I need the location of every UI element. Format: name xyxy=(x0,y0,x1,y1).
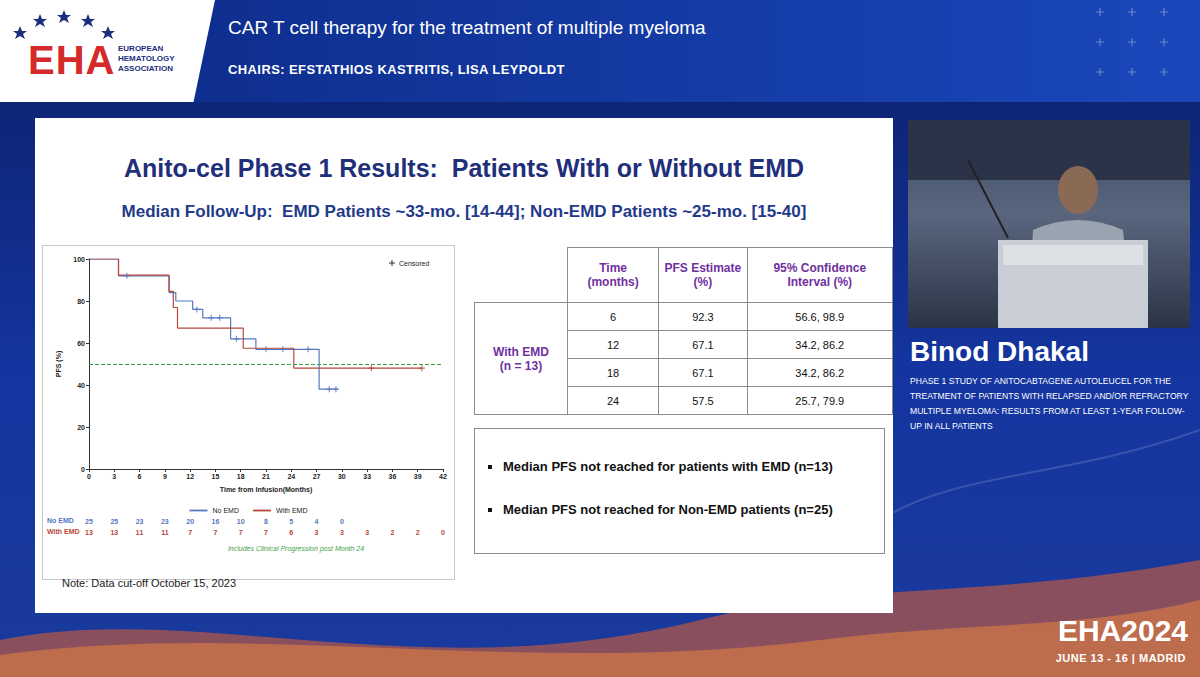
html-text:12: 12 xyxy=(607,338,620,351)
svg-text:7: 7 xyxy=(264,529,268,536)
html-text:92.3: 92.3 xyxy=(692,310,714,323)
html-text:Anito-cel Phase 1 Results: Pat: Anito-cel Phase 1 Results: Patients With… xyxy=(123,154,805,182)
svg-text:0: 0 xyxy=(87,473,91,480)
html-text:34.2, 86.2: 34.2, 86.2 xyxy=(795,366,845,379)
svg-text:3: 3 xyxy=(112,473,116,480)
html-text:Median PFS not reached for pat: Median PFS not reached for patients with… xyxy=(503,459,833,474)
svg-text:7: 7 xyxy=(213,529,217,536)
html-text:57.5: 57.5 xyxy=(692,394,714,407)
html-text:Note: Data cut-off October 15,: Note: Data cut-off October 15, 2023 xyxy=(62,577,237,589)
svg-text:3: 3 xyxy=(365,529,369,536)
svg-text:25: 25 xyxy=(85,518,93,525)
svg-text:6: 6 xyxy=(138,473,142,480)
svg-text:20: 20 xyxy=(77,424,85,431)
svg-text:0: 0 xyxy=(81,466,85,473)
html-text:Median Follow-Up: EMD Patients: Median Follow-Up: EMD Patients ~33-mo. [… xyxy=(121,202,807,221)
svg-text:24: 24 xyxy=(287,473,295,480)
svg-text:39: 39 xyxy=(414,473,422,480)
svg-text:No EMD: No EMD xyxy=(47,517,74,524)
svg-text:4: 4 xyxy=(315,518,319,525)
svg-text:11: 11 xyxy=(161,529,169,536)
svg-text:13: 13 xyxy=(110,529,118,536)
svg-text:0: 0 xyxy=(441,529,445,536)
svg-text:27: 27 xyxy=(313,473,321,480)
html-text:95% Confidence Interval (%): 95% Confidence Interval (%) xyxy=(773,261,867,289)
svg-text:No EMD: No EMD xyxy=(213,507,239,514)
svg-text:11: 11 xyxy=(136,529,144,536)
svg-text:60: 60 xyxy=(77,340,85,347)
svg-text:With EMD: With EMD xyxy=(276,507,308,514)
html-text:Median PFS not reached for Non: Median PFS not reached for Non-EMD patie… xyxy=(503,502,833,517)
svg-text:33: 33 xyxy=(363,473,371,480)
html-text:Binod Dhakal: Binod Dhakal xyxy=(910,336,1089,367)
svg-text:Censored: Censored xyxy=(399,260,429,267)
html-text:CHAIRS: EFSTATHIOS KASTRITIS,: CHAIRS: EFSTATHIOS KASTRITIS, LISA LEYPO… xyxy=(228,62,565,77)
svg-text:5: 5 xyxy=(289,518,293,525)
svg-text:20: 20 xyxy=(186,518,194,525)
html-text:EHA2024: EHA2024 xyxy=(1057,614,1188,647)
html-text:EHA: EHA xyxy=(28,38,116,82)
svg-text:100: 100 xyxy=(73,256,85,263)
svg-text:36: 36 xyxy=(389,473,397,480)
html-text:34.2, 86.2: 34.2, 86.2 xyxy=(795,338,845,351)
svg-text:2: 2 xyxy=(416,529,420,536)
svg-text:7: 7 xyxy=(188,529,192,536)
svg-text:7: 7 xyxy=(239,529,243,536)
svg-text:3: 3 xyxy=(340,529,344,536)
svg-text:13: 13 xyxy=(85,529,93,536)
html-text:JUNE 13 - 16 | MADRID: JUNE 13 - 16 | MADRID xyxy=(1055,652,1186,664)
html-text:EUROPEAN: EUROPEAN xyxy=(118,44,164,53)
svg-text:25: 25 xyxy=(110,518,118,525)
svg-text:PFS (%): PFS (%) xyxy=(55,351,63,377)
html-text:CAR T cell therapy for the tre: CAR T cell therapy for the treatment of … xyxy=(228,17,706,38)
svg-text:23: 23 xyxy=(161,518,169,525)
html-text:PFS Estimate (%): PFS Estimate (%) xyxy=(664,261,742,289)
svg-text:12: 12 xyxy=(186,473,194,480)
svg-text:8: 8 xyxy=(264,518,268,525)
html-text:With EMD (n = 13): With EMD (n = 13) xyxy=(493,344,549,373)
svg-text:21: 21 xyxy=(262,473,270,480)
svg-text:18: 18 xyxy=(237,473,245,480)
html-text:18: 18 xyxy=(607,366,620,379)
svg-text:80: 80 xyxy=(77,298,85,305)
html-text:24: 24 xyxy=(607,394,620,407)
svg-text:15: 15 xyxy=(212,473,220,480)
svg-text:23: 23 xyxy=(136,518,144,525)
svg-text:40: 40 xyxy=(77,382,85,389)
html-text:67.1: 67.1 xyxy=(692,366,714,379)
svg-text:Time from Infusion(Months): Time from Infusion(Months) xyxy=(220,486,312,494)
svg-text:6: 6 xyxy=(289,529,293,536)
svg-text:16: 16 xyxy=(212,518,220,525)
svg-text:10: 10 xyxy=(237,518,245,525)
html-text:HEMATOLOGY: HEMATOLOGY xyxy=(118,54,175,63)
svg-text:30: 30 xyxy=(338,473,346,480)
html-text:ASSOCIATION: ASSOCIATION xyxy=(118,64,173,73)
html-text:67.1: 67.1 xyxy=(692,338,714,351)
svg-text:42: 42 xyxy=(439,473,447,480)
svg-text:Includes Clinical Progression: Includes Clinical Progression post Month… xyxy=(228,545,364,553)
svg-text:3: 3 xyxy=(315,529,319,536)
svg-text:With EMD: With EMD xyxy=(47,528,80,535)
html-text:56.6, 98.9: 56.6, 98.9 xyxy=(795,310,845,323)
svg-text:2: 2 xyxy=(390,529,394,536)
html-text:6: 6 xyxy=(610,310,617,323)
html-text:Time (months): Time (months) xyxy=(587,261,639,289)
svg-text:9: 9 xyxy=(163,473,167,480)
html-text:25.7, 79.9: 25.7, 79.9 xyxy=(795,394,845,407)
svg-text:0: 0 xyxy=(340,518,344,525)
html-text:PHASE 1 STUDY OF ANITOCABTAGEN: PHASE 1 STUDY OF ANITOCABTAGENE AUTOLEUC… xyxy=(910,376,1189,431)
